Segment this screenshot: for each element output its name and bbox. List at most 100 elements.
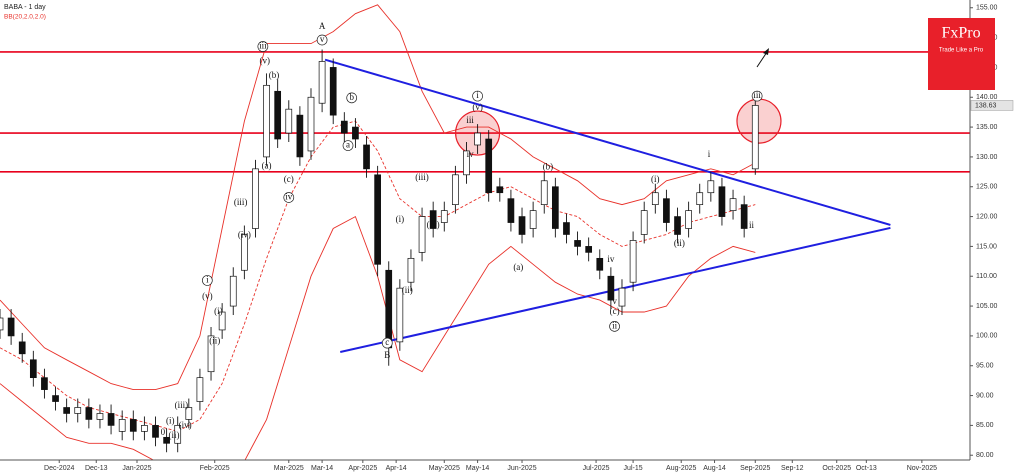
candle-body xyxy=(418,216,426,253)
candle-body xyxy=(107,413,115,426)
wave-label: (i) xyxy=(396,214,405,224)
y-tick-label: 105.00 xyxy=(976,303,998,310)
candle-body xyxy=(74,407,82,414)
candle-body xyxy=(718,186,726,217)
candle-body xyxy=(618,287,626,307)
wave-label: c xyxy=(385,337,389,347)
y-tick-label: 80.00 xyxy=(976,452,994,459)
logo-tagline: Trade Like a Pro xyxy=(939,48,984,54)
y-tick-label: 95.00 xyxy=(976,363,994,370)
wave-label: A xyxy=(319,21,326,31)
candle-body xyxy=(574,240,581,247)
candle-body xyxy=(263,84,270,158)
wave-label: (i) xyxy=(651,174,660,184)
candle-body xyxy=(52,395,59,402)
logo-name: FxPro xyxy=(941,25,980,42)
candle-body xyxy=(685,210,692,229)
candle-body xyxy=(396,287,404,343)
wave-label: v xyxy=(612,296,617,306)
wave-label: iv xyxy=(607,254,615,264)
candle-body xyxy=(407,257,415,283)
y-tick-label: 110.00 xyxy=(976,273,997,280)
wave-label: (iii) xyxy=(415,172,429,182)
wave-label: iii xyxy=(753,90,761,100)
wave-label: iv xyxy=(467,149,475,159)
wave-label-ring xyxy=(257,41,269,52)
y-tick-label: 130.00 xyxy=(976,154,998,161)
candle-body xyxy=(0,317,4,331)
wave-label: 0 xyxy=(161,427,166,437)
wave-label: (ii) xyxy=(209,335,220,345)
arrow-shaft xyxy=(756,51,768,68)
candle-body xyxy=(296,114,304,158)
candle-body xyxy=(274,90,282,140)
candle-body xyxy=(640,210,648,235)
candle-body xyxy=(352,126,359,140)
candle-body xyxy=(629,240,637,283)
x-tick-label: Aug-2025 xyxy=(666,465,696,472)
y-tick-label: 100.00 xyxy=(976,333,998,340)
y-tick-label: 120.00 xyxy=(976,213,998,220)
wave-label: a xyxy=(346,140,350,150)
candle-body xyxy=(207,335,215,373)
wave-label: (iv) xyxy=(179,420,192,430)
wave-label: i xyxy=(206,274,209,284)
wave-label: b xyxy=(349,92,354,102)
x-tick-label: Jul-2025 xyxy=(583,465,610,472)
candle-body xyxy=(63,407,70,414)
candle-body xyxy=(318,61,326,104)
candle-body xyxy=(507,198,515,223)
wave-label: (i) xyxy=(214,306,223,316)
candle-body xyxy=(141,425,148,432)
wave-label: (iii) xyxy=(234,197,248,207)
candle-body xyxy=(152,425,159,438)
candle-body xyxy=(518,216,526,235)
candle-body xyxy=(496,186,504,194)
wave-label-ring xyxy=(201,275,213,286)
x-tick-label: May-14 xyxy=(466,465,489,472)
candle-body xyxy=(729,198,737,211)
candle-body xyxy=(252,168,259,229)
wave-label: iv xyxy=(285,192,293,202)
arrow-head xyxy=(763,48,769,55)
wave-label-ring xyxy=(283,192,295,203)
candle-body xyxy=(440,210,448,223)
candle-body xyxy=(474,132,481,146)
x-tick-label: Mar-2025 xyxy=(274,465,304,472)
wave-label: (v) xyxy=(259,56,270,66)
candle-body xyxy=(485,138,493,194)
wave-label: (b) xyxy=(543,162,554,172)
candle-body xyxy=(329,67,337,116)
wave-label: (ii) xyxy=(674,238,685,248)
candle-body xyxy=(740,204,748,229)
candle-body xyxy=(663,198,670,223)
wave-label: (ii) xyxy=(169,430,180,440)
last-price-box xyxy=(970,100,1014,111)
candle-body xyxy=(285,108,293,134)
candle-body xyxy=(696,192,704,205)
x-tick-label: Dec-2024 xyxy=(44,465,74,472)
candle-body xyxy=(241,234,248,271)
triangle-line xyxy=(324,58,891,226)
wave-label: (iv) xyxy=(427,220,440,230)
x-tick-label: Sep-12 xyxy=(781,465,804,472)
candle-body xyxy=(85,407,93,420)
candle-body xyxy=(340,120,348,134)
triangle-line xyxy=(340,226,891,353)
x-tick-label: Feb-2025 xyxy=(200,465,230,472)
wave-label-ring xyxy=(316,34,328,46)
candle-body xyxy=(551,186,559,229)
wave-label: (ii) xyxy=(402,285,413,295)
wave-label: (v) xyxy=(472,102,483,112)
wave-label: (c) xyxy=(610,306,620,316)
candle-body xyxy=(651,192,659,205)
y-tick-label: 85.00 xyxy=(976,422,994,429)
x-tick-label: Jan-2025 xyxy=(122,465,151,472)
candle-body xyxy=(529,210,537,229)
wave-label: (iii) xyxy=(175,400,189,410)
candle-body xyxy=(463,150,470,176)
candle-body xyxy=(174,425,182,444)
wave-label-ring xyxy=(472,90,483,102)
